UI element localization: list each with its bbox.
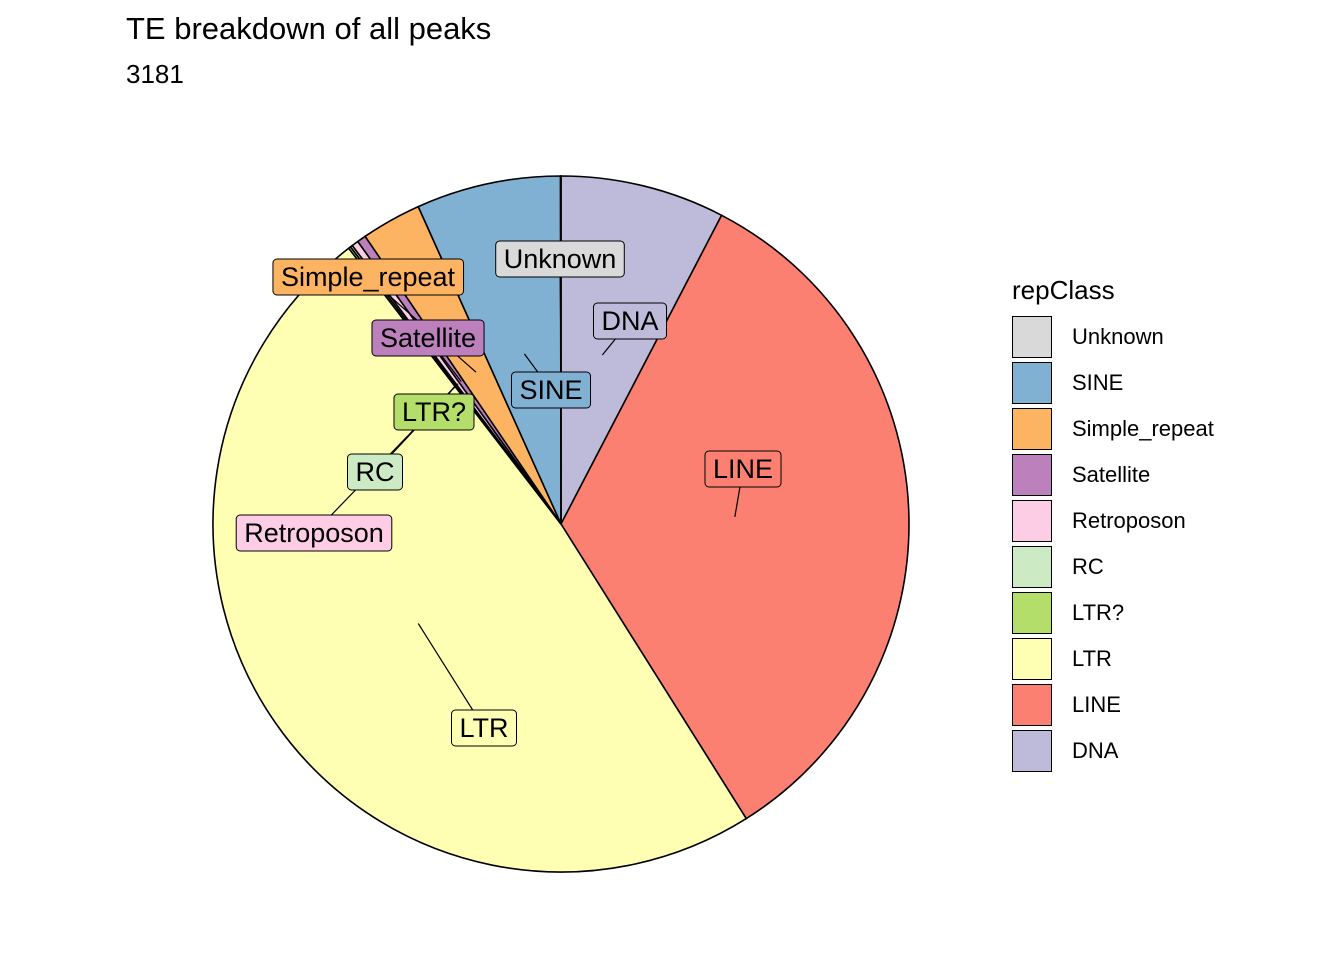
legend-item-satellite: Satellite bbox=[1012, 454, 1150, 500]
label-dna: DNA bbox=[592, 302, 668, 340]
label-text-ltr: LTR bbox=[459, 713, 508, 743]
label-box-unknown bbox=[495, 240, 625, 278]
legend-label-retroposon: Retroposon bbox=[1072, 508, 1186, 533]
legend: repClass Unknown SINE Simple_repeat Satelli… bbox=[1012, 270, 1214, 776]
label-box-ltr bbox=[450, 709, 518, 747]
legend-items: Unknown SINE Simple_repeat Satellite Retropo… bbox=[1012, 316, 1214, 776]
legend-label-line: LINE bbox=[1072, 692, 1121, 717]
label-ltr: LTR? bbox=[393, 393, 475, 431]
legend-item-rc: RC bbox=[1012, 546, 1115, 592]
legend-label-satellite: Satellite bbox=[1072, 462, 1151, 487]
label-text-line: LINE bbox=[713, 454, 773, 484]
legend-item-dna: DNA bbox=[1012, 730, 1119, 776]
legend-key-retroposon bbox=[1012, 500, 1052, 542]
legend-label-dna: DNA bbox=[1072, 738, 1119, 763]
legend-label-sine: SINE bbox=[1072, 370, 1124, 395]
legend-label-unknown: Unknown bbox=[1072, 324, 1164, 349]
legend-item-unknown: Unknown bbox=[1012, 316, 1164, 362]
legend-label-ltr: LTR bbox=[1072, 646, 1112, 671]
label-box-retroposon bbox=[235, 514, 393, 552]
label-text-dna: DNA bbox=[601, 306, 658, 336]
label-box-rc bbox=[347, 453, 403, 491]
legend-key-simple-repeat bbox=[1012, 408, 1052, 450]
chart-title: TE breakdown of all peaks bbox=[126, 11, 492, 46]
legend-item-ltr: LTR? bbox=[1012, 592, 1124, 638]
label-text-sine: SINE bbox=[519, 375, 582, 405]
label-text-ltr: LTR? bbox=[402, 397, 466, 427]
label-text-rc: RC bbox=[356, 457, 395, 487]
legend-item-line: LINE bbox=[1012, 684, 1121, 730]
legend-item-sine: SINE bbox=[1012, 362, 1123, 408]
legend-item-simple-repeat: Simple_repeat bbox=[1012, 408, 1214, 454]
label-unknown: Unknown bbox=[495, 240, 625, 278]
slice-line bbox=[560, 214, 910, 820]
slice-ltr bbox=[212, 247, 748, 873]
legend-key-satellite bbox=[1012, 454, 1052, 496]
label-box-sine bbox=[510, 371, 592, 409]
label-box-ltr bbox=[393, 393, 475, 431]
label-rc: RC bbox=[347, 453, 403, 491]
legend-label-ltr: LTR? bbox=[1072, 600, 1125, 625]
legend-key-unknown bbox=[1012, 316, 1052, 358]
label-box-line bbox=[704, 450, 782, 488]
legend-label-simple-repeat: Simple_repeat bbox=[1072, 416, 1214, 441]
label-line: LINE bbox=[704, 450, 782, 488]
legend-label-rc: RC bbox=[1072, 554, 1104, 579]
label-text-unknown: Unknown bbox=[504, 244, 617, 274]
label-satellite: Satellite bbox=[371, 319, 485, 357]
legend-key-ltr bbox=[1012, 638, 1052, 680]
label-text-satellite: Satellite bbox=[380, 323, 476, 353]
label-sine: SINE bbox=[510, 371, 592, 409]
legend-key-sine bbox=[1012, 362, 1052, 404]
legend-key-dna bbox=[1012, 730, 1052, 772]
legend-title: repClass bbox=[1012, 275, 1115, 305]
label-text-simple-repeat: Simple_repeat bbox=[281, 262, 456, 292]
label-simple-repeat: Simple_repeat bbox=[272, 258, 465, 296]
label-text-retroposon: Retroposon bbox=[244, 518, 384, 548]
legend-key-rc bbox=[1012, 546, 1052, 588]
label-ltr: LTR bbox=[450, 709, 518, 747]
label-retroposon: Retroposon bbox=[235, 514, 393, 552]
label-box-simple-repeat bbox=[272, 258, 465, 296]
slice-labels: DNA LINE LTR LTR?RC Retroposon Satellite Simpl… bbox=[235, 240, 782, 747]
legend-item-retroposon: Retroposon bbox=[1012, 500, 1186, 546]
legend-key-ltr bbox=[1012, 592, 1052, 634]
legend-key-line bbox=[1012, 684, 1052, 726]
pie-slices bbox=[212, 175, 910, 873]
label-box-dna bbox=[592, 302, 668, 340]
chart-subtitle: 3181 bbox=[126, 59, 184, 89]
label-box-satellite bbox=[371, 319, 485, 357]
legend-item-ltr: LTR bbox=[1012, 638, 1115, 684]
